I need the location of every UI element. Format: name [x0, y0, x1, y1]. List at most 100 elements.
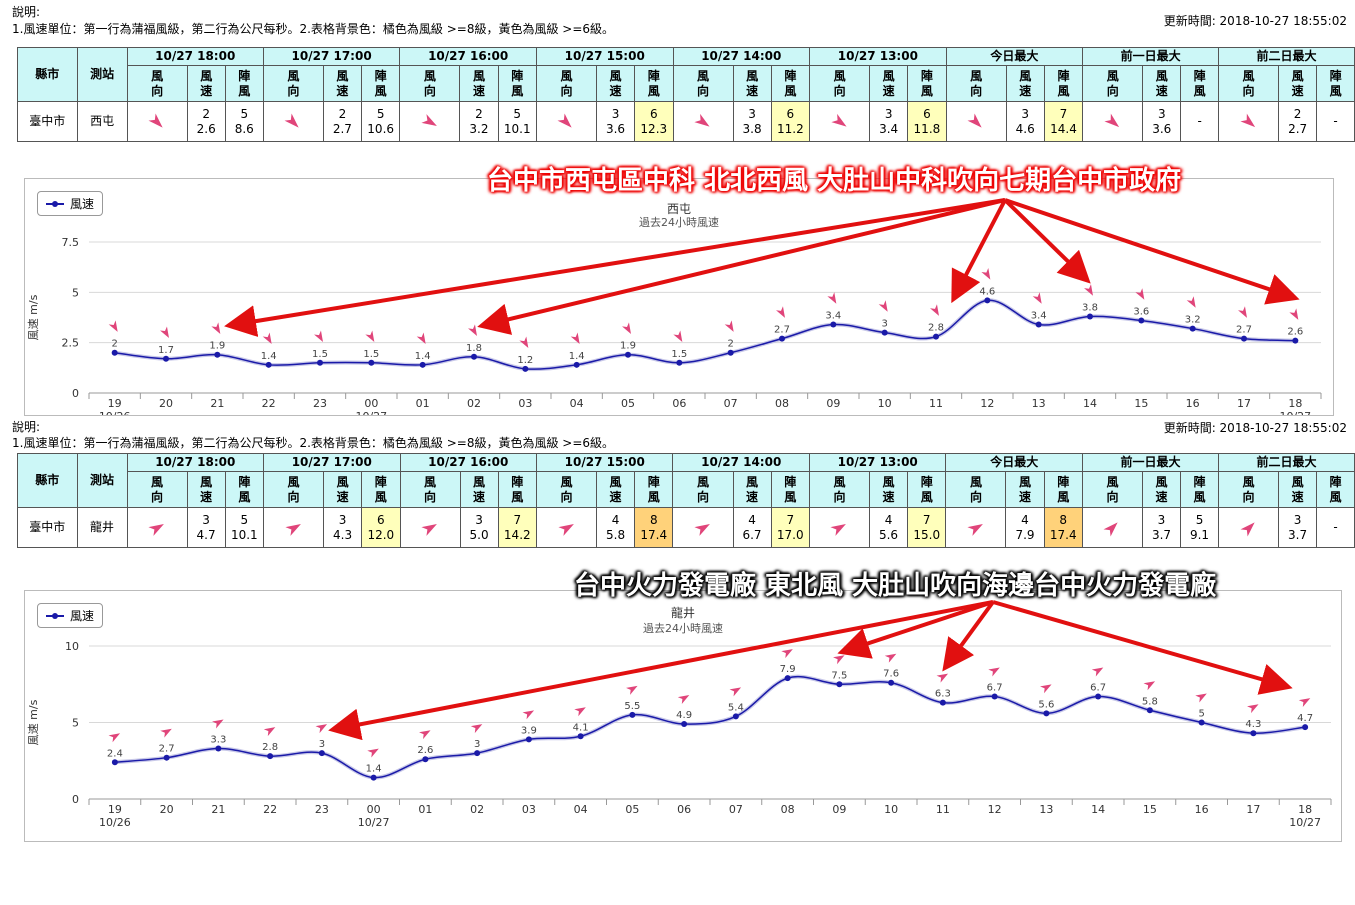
data-point[interactable]: [419, 361, 426, 368]
data-point[interactable]: [1146, 707, 1153, 714]
sub-header: 陣風: [497, 65, 537, 102]
sub-header: 風向: [945, 65, 1007, 102]
data-point[interactable]: [1292, 337, 1299, 344]
x-tick-label: 00: [367, 803, 381, 816]
data-point[interactable]: [111, 759, 118, 766]
x-tick-label: 02: [470, 803, 484, 816]
sub-header: 風向: [535, 65, 598, 102]
sub-header: 陣風: [770, 65, 811, 102]
data-point[interactable]: [1250, 730, 1257, 737]
note-text: 1.風速單位：第一行為蒲福風級，第二行為公尺每秒。2.表格背景色：橘色為風級 >…: [12, 436, 615, 450]
data-point[interactable]: [1095, 693, 1102, 700]
data-point[interactable]: [881, 329, 888, 336]
gust-cell: 6 11.8: [907, 101, 947, 142]
data-point[interactable]: [317, 359, 323, 366]
data-point[interactable]: [625, 351, 631, 358]
data-point[interactable]: [471, 353, 477, 360]
data-point[interactable]: [1189, 325, 1196, 332]
data-point[interactable]: [681, 721, 688, 728]
time-group-header: 10/27 18:00: [126, 453, 265, 472]
chart-legend[interactable]: 風速: [37, 603, 104, 628]
data-point[interactable]: [1043, 710, 1050, 717]
data-point[interactable]: [939, 699, 946, 706]
data-point[interactable]: [522, 365, 529, 372]
data-point[interactable]: [1302, 724, 1309, 731]
data-point[interactable]: [163, 754, 170, 761]
data-point[interactable]: [267, 753, 274, 760]
data-point[interactable]: [784, 675, 791, 682]
wind-speed-cell: 4 5.8: [596, 507, 636, 548]
data-point[interactable]: [779, 335, 785, 342]
data-point[interactable]: [732, 713, 739, 720]
data-label: 5.6: [1038, 699, 1054, 710]
data-point[interactable]: [111, 349, 118, 356]
data-point[interactable]: [214, 351, 221, 358]
sub-header: 陣風: [634, 471, 674, 508]
chart-1: 風速 西屯 過去24小時風速 02.557.51910/262021222300…: [24, 178, 1334, 416]
time-group-header: 10/27 14:00: [672, 47, 811, 66]
x-tick-label: 06: [672, 397, 686, 410]
sub-header: 風速: [732, 471, 772, 508]
data-point[interactable]: [933, 333, 939, 340]
sub-header: 風向: [672, 471, 734, 508]
wind-speed-cell: 3 4.7: [186, 507, 226, 548]
wind-speed-cell: 3 4.6: [1005, 101, 1045, 142]
x-tick-label: 23: [315, 803, 329, 816]
wind-direction-icon: [522, 710, 535, 720]
chart-2: 風速 龍井 過去24小時風速 0 5 10 19 10/26 20 21 22 23 00 10/2…: [24, 590, 1342, 842]
sub-header: 風向: [1218, 471, 1280, 508]
wind-direction-icon: [1084, 284, 1093, 296]
data-point[interactable]: [676, 359, 683, 366]
data-point[interactable]: [368, 359, 375, 366]
data-point[interactable]: [1198, 719, 1205, 726]
data-label: 3.4: [1031, 311, 1047, 322]
data-point[interactable]: [1138, 317, 1145, 324]
gust-cell: 5 10.1: [224, 507, 265, 548]
data-point[interactable]: [984, 297, 991, 304]
data-point[interactable]: [577, 733, 584, 740]
chart-legend[interactable]: 風速: [37, 191, 104, 216]
data-point[interactable]: [1241, 335, 1247, 342]
wind-table: 縣市 測站 10/27 18:00 10/27 17:00 10/27 16:00 10/…: [17, 453, 1355, 548]
data-point[interactable]: [215, 745, 222, 752]
data-point[interactable]: [422, 756, 429, 763]
x-tick-label: 12: [980, 397, 994, 410]
x-tick-label: 19: [108, 803, 122, 816]
x-date-label: 10/27: [1279, 410, 1311, 415]
legend-label: 風速: [70, 609, 95, 623]
sub-header: 陣風: [907, 471, 947, 508]
data-point[interactable]: [318, 750, 325, 757]
sub-header: 風速: [1278, 65, 1318, 102]
x-tick-label: 07: [729, 803, 743, 816]
wind-direction-icon: [315, 724, 328, 734]
time-group-header: 10/27 17:00: [263, 453, 401, 472]
sub-header: 風速: [459, 471, 499, 508]
wind-direction-icon: [776, 306, 785, 318]
data-point[interactable]: [888, 679, 895, 686]
data-point[interactable]: [370, 774, 377, 781]
x-tick-label: 06: [677, 803, 691, 816]
data-point[interactable]: [727, 349, 734, 356]
x-tick-label: 02: [467, 397, 481, 410]
data-point[interactable]: [1087, 313, 1093, 320]
wind-direction-icon: [1091, 667, 1104, 677]
data-label: 1.5: [363, 349, 379, 360]
data-point[interactable]: [629, 711, 636, 718]
wind-direction-icon: [262, 101, 324, 142]
wind-direction-icon: [724, 320, 734, 332]
data-point[interactable]: [991, 693, 998, 700]
data-point[interactable]: [573, 361, 580, 368]
wind-direction-icon: [419, 730, 431, 740]
data-label: 4.3: [1245, 719, 1261, 730]
data-point[interactable]: [836, 681, 843, 688]
data-point[interactable]: [830, 321, 837, 328]
data-label: 2.7: [159, 744, 175, 755]
wind-direction-icon: [878, 300, 888, 312]
data-point[interactable]: [265, 361, 272, 368]
x-tick-label: 09: [832, 803, 846, 816]
data-point[interactable]: [1035, 321, 1042, 328]
data-point[interactable]: [163, 355, 169, 362]
data-point[interactable]: [525, 736, 532, 743]
data-label: 2.8: [928, 323, 944, 334]
data-point[interactable]: [474, 750, 481, 757]
